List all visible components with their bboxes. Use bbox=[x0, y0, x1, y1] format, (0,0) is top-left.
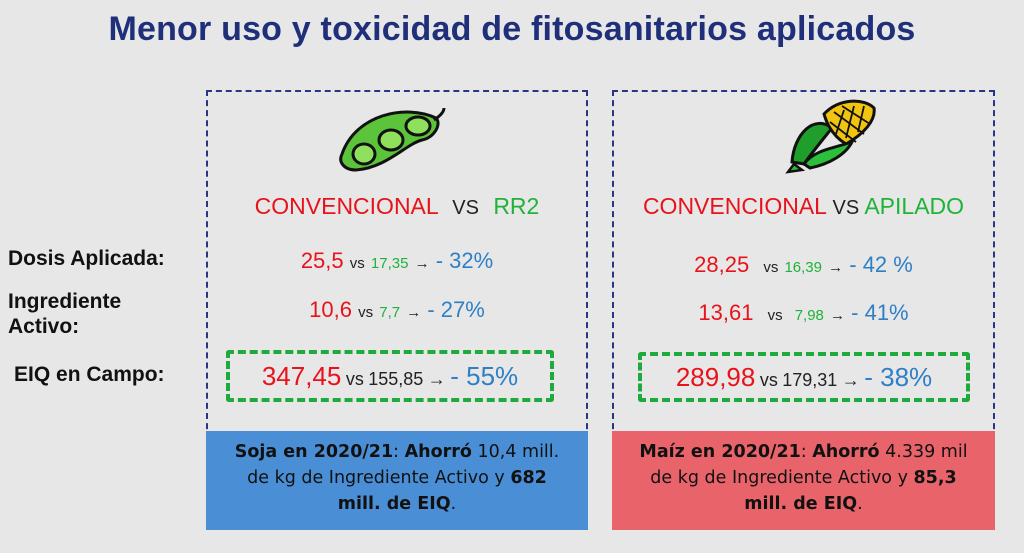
soy-eiq-reduction: - 55% bbox=[450, 361, 519, 391]
corn-eiq-vs: vs bbox=[759, 370, 778, 390]
soy-dosis-vs: vs bbox=[349, 255, 365, 272]
soy-footer-saved: Ahorró bbox=[404, 442, 472, 462]
corn-eiq-conv: 289,98 bbox=[675, 362, 756, 392]
soy-header-rr2: RR2 bbox=[493, 193, 540, 219]
soy-dosis-alt: 17,35 bbox=[370, 255, 409, 272]
corn-savings-footer: Maíz en 2020/21: Ahorró 4.339 mil de kg … bbox=[612, 431, 995, 530]
row-label-eiq: EIQ en Campo: bbox=[14, 363, 165, 386]
corn-dosis-conv: 28,25 bbox=[694, 252, 750, 277]
corn-footer-colon: : bbox=[800, 442, 813, 462]
arrow-icon: → bbox=[830, 307, 846, 324]
corn-ingrediente-alt: 7,98 bbox=[794, 307, 824, 324]
soy-eiq-vs: vs bbox=[345, 369, 364, 389]
corn-eiq-reduction: - 38% bbox=[864, 362, 933, 392]
soy-dosis-line: 25,5 vs 17,35 → - 32% bbox=[208, 248, 586, 274]
soy-footer-colon: : bbox=[393, 442, 405, 462]
corn-comparison-header: CONVENCIONAL VS APILADO bbox=[614, 193, 993, 220]
page-title: Menor uso y toxicidad de fitosanitarios … bbox=[108, 10, 916, 48]
corn-footer-season: Maíz en 2020/21 bbox=[639, 442, 801, 462]
corn-ingrediente-line: 13,61 vs 7,98 → - 41% bbox=[614, 300, 993, 326]
soy-ingrediente-conv: 10,6 bbox=[309, 297, 352, 322]
soy-footer-season: Soja en 2020/21 bbox=[234, 442, 394, 462]
arrow-icon: → bbox=[841, 370, 860, 390]
row-label-ingrediente-line1: Ingrediente bbox=[8, 290, 122, 313]
corn-eiq-alt: 179,31 bbox=[782, 370, 838, 390]
soy-eiq-alt: 155,85 bbox=[368, 369, 424, 389]
soy-eiq-conv: 347,45 bbox=[261, 361, 342, 391]
corn-ingrediente-conv: 13,61 bbox=[698, 300, 754, 325]
soy-dosis-reduction: - 32% bbox=[435, 248, 494, 273]
soy-header-conventional: CONVENCIONAL bbox=[254, 193, 438, 219]
soy-comparison-header: CONVENCIONAL VS RR2 bbox=[208, 193, 586, 220]
soy-footer-text: 10,4 mill. de kg de Ingrediente Activo y bbox=[247, 442, 560, 488]
corn-footer-eiq: 85,3 mill. de EIQ bbox=[744, 468, 957, 514]
corn-header-apilado: APILADO bbox=[864, 193, 965, 219]
corn-dosis-alt: 16,39 bbox=[784, 259, 822, 276]
soy-ingrediente-vs: vs bbox=[358, 304, 374, 321]
corn-eiq-box: 289,98 vs 179,31 → - 38% bbox=[638, 352, 970, 402]
soybean-pod-icon bbox=[336, 104, 446, 176]
corn-header-vs: VS bbox=[832, 197, 860, 219]
corn-panel: CONVENCIONAL VS APILADO 28,25 vs 16,39 →… bbox=[612, 90, 995, 530]
soy-footer-eiq: 682 mill. de EIQ bbox=[337, 468, 547, 514]
corn-ingrediente-reduction: - 41% bbox=[851, 300, 909, 325]
soy-header-vs: VS bbox=[452, 197, 479, 219]
arrow-icon: → bbox=[406, 304, 422, 321]
corn-dosis-vs: vs bbox=[763, 259, 779, 276]
corn-ingrediente-vs: vs bbox=[767, 307, 783, 324]
soy-panel: CONVENCIONAL VS RR2 25,5 vs 17,35 → - 32… bbox=[206, 90, 588, 530]
corn-header-conventional: CONVENCIONAL bbox=[642, 193, 827, 219]
arrow-icon: → bbox=[414, 255, 430, 272]
soy-dosis-conv: 25,5 bbox=[300, 248, 344, 273]
arrow-icon: → bbox=[427, 369, 446, 389]
arrow-icon: → bbox=[828, 259, 844, 276]
row-label-ingrediente-line2: Activo: bbox=[8, 315, 80, 338]
corn-footer-period: . bbox=[857, 494, 863, 514]
soy-eiq-box: 347,45 vs 155,85 → - 55% bbox=[226, 350, 554, 402]
corn-dosis-line: 28,25 vs 16,39 → - 42 % bbox=[614, 252, 993, 278]
soy-ingrediente-alt: 7,7 bbox=[379, 304, 401, 321]
corn-footer-saved: Ahorró bbox=[812, 442, 880, 462]
soy-footer-period: . bbox=[450, 494, 457, 514]
corn-footer-text: 4.339 mil de kg de Ingrediente Activo y bbox=[650, 442, 968, 488]
corn-dosis-reduction: - 42 % bbox=[849, 252, 913, 277]
soy-savings-footer: Soja en 2020/21: Ahorró 10,4 mill. de kg… bbox=[206, 431, 588, 530]
soy-ingrediente-line: 10,6 vs 7,7 → - 27% bbox=[208, 297, 586, 323]
soy-ingrediente-reduction: - 27% bbox=[427, 297, 485, 322]
row-label-dosis: Dosis Aplicada: bbox=[8, 247, 165, 270]
corn-cob-icon bbox=[784, 94, 884, 174]
